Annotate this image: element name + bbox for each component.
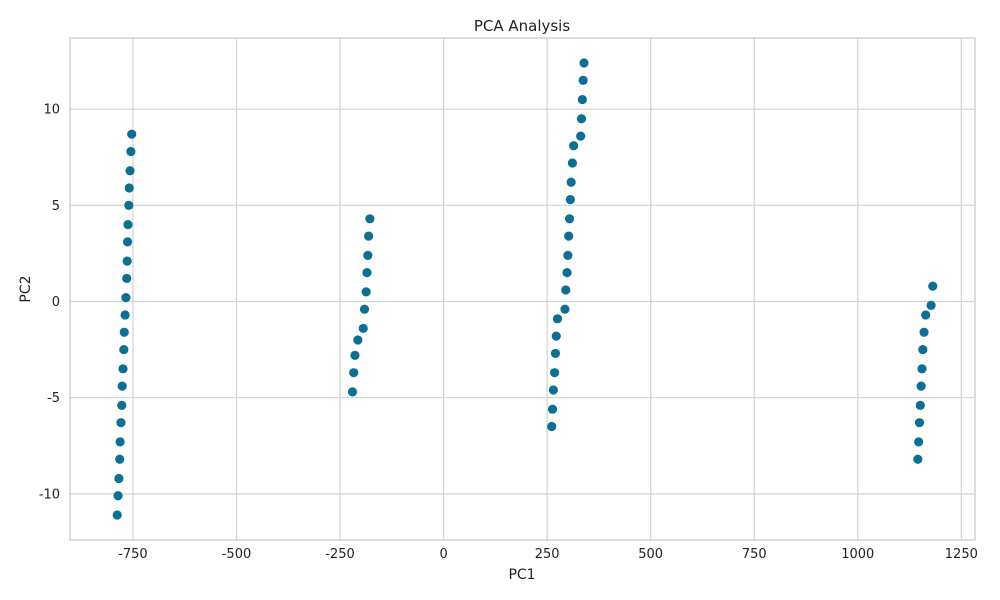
scatter-point: [364, 231, 374, 241]
scatter-point: [919, 327, 929, 337]
y-tick-label: 5: [52, 199, 60, 214]
scatter-point: [118, 364, 128, 374]
scatter-point: [349, 368, 359, 378]
scatter-point: [565, 194, 575, 205]
x-tick-label: -750: [118, 547, 148, 562]
scatter-point: [917, 364, 927, 374]
scatter-point: [119, 344, 129, 355]
scatter-point: [114, 473, 124, 484]
scatter-point: [363, 250, 373, 260]
scatter-point: [579, 58, 589, 68]
x-tick-label: 750: [742, 547, 767, 562]
scatter-point: [121, 293, 131, 303]
scatter-point: [567, 158, 578, 168]
scatter-point: [127, 129, 137, 139]
scatter-point: [549, 368, 560, 378]
x-axis-title: PC1: [508, 567, 535, 583]
scatter-point: [122, 256, 132, 266]
y-tick-label: -10: [39, 487, 60, 502]
scatter-point: [361, 287, 371, 297]
scatter-point: [123, 219, 133, 230]
y-tick-label: 0: [52, 295, 60, 310]
scatter-point: [577, 94, 587, 105]
scatter-point: [576, 114, 587, 124]
scatter-point: [119, 327, 129, 337]
scatter-point: [926, 300, 936, 310]
scatter-point: [547, 404, 558, 414]
x-tick-labels: -750 -500 -250 0 250 500 750 1000 1250: [118, 547, 978, 562]
scatter-point: [915, 400, 925, 410]
scatter-point: [564, 231, 574, 241]
scatter-point: [120, 310, 130, 320]
scatter-point: [125, 166, 135, 176]
x-tick-label: -500: [222, 547, 252, 562]
y-tick-label: 10: [43, 103, 60, 118]
scatter-point: [560, 304, 570, 314]
scatter-point: [918, 344, 928, 355]
scatter-point: [115, 454, 125, 464]
scatter-point: [116, 418, 126, 428]
x-tick-label: 1000: [841, 547, 874, 562]
y-tick-labels: -10 -5 0 5 10: [39, 103, 60, 503]
scatter-point: [921, 310, 931, 320]
y-axis-title: PC2: [18, 275, 34, 302]
scatter-point: [564, 214, 575, 224]
scatter-point: [365, 214, 375, 224]
scatter-point: [569, 141, 579, 151]
x-tick-label: 500: [638, 547, 663, 562]
scatter-point: [552, 314, 563, 324]
scatter-point: [353, 335, 363, 345]
scatter-point: [551, 331, 561, 341]
scatter-point: [550, 348, 561, 359]
scatter-points: [112, 58, 938, 520]
scatter-point: [350, 350, 360, 360]
x-tick-label: 1250: [945, 547, 978, 562]
scatter-point: [566, 177, 576, 187]
scatter-point: [916, 381, 926, 391]
chart-title: PCA Analysis: [474, 17, 571, 35]
x-tick-label: -250: [325, 547, 355, 562]
scatter-point: [122, 273, 132, 284]
scatter-point: [913, 454, 923, 464]
scatter-point: [576, 131, 586, 141]
scatter-point: [928, 281, 938, 291]
plot-frame: [69, 37, 976, 541]
scatter-point: [347, 387, 358, 397]
scatter-point: [548, 385, 558, 395]
scatter-point: [914, 418, 925, 428]
y-tick-label: -5: [47, 391, 60, 406]
scatter-point: [115, 437, 125, 447]
scatter-point: [359, 304, 370, 314]
scatter-point: [562, 268, 572, 278]
scatter-point: [561, 285, 571, 295]
x-tick-label: 250: [535, 547, 560, 562]
scatter-point: [112, 510, 122, 520]
scatter-point: [124, 183, 134, 193]
scatter-point: [563, 250, 573, 260]
scatter-point: [126, 146, 136, 157]
scatter-point: [358, 323, 368, 334]
scatter-point: [117, 400, 127, 410]
scatter-point: [914, 437, 924, 447]
scatter-point: [124, 200, 134, 210]
x-tick-label: 0: [439, 547, 447, 562]
scatter-point: [547, 421, 557, 432]
scatter-point: [122, 237, 133, 247]
scatter-point: [113, 491, 123, 501]
scatter-point: [117, 381, 127, 391]
scatter-point: [362, 268, 372, 278]
grid: [70, 38, 975, 540]
scatter-point: [578, 75, 588, 85]
